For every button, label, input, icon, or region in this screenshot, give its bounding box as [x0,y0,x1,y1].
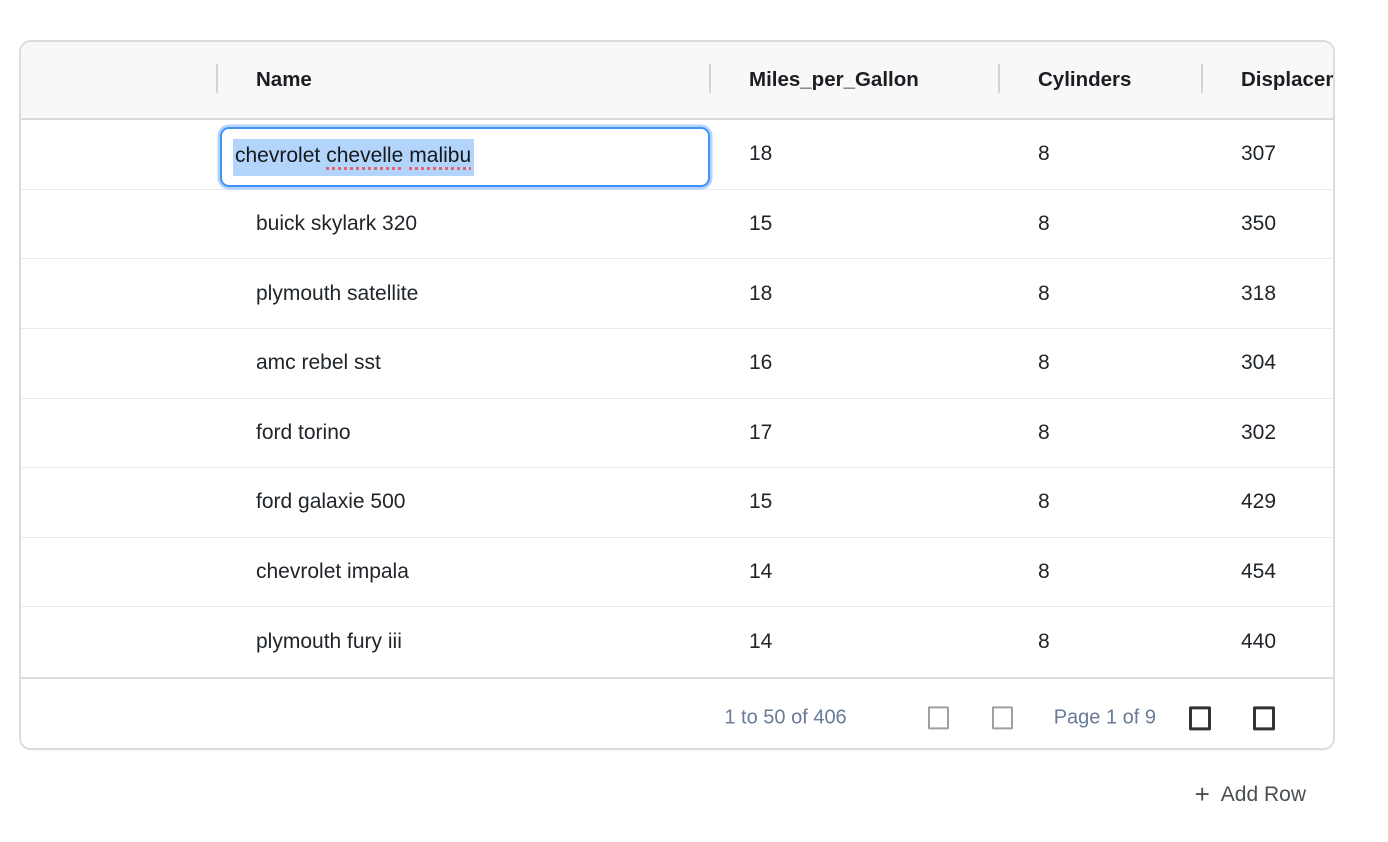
mpg-cell[interactable]: 15 [749,211,773,235]
cylinders-cell[interactable]: 8 [1038,490,1050,514]
header-cell-displacement[interactable]: Displacement [1201,42,1333,118]
table-row: buick skylark 320 15 8 350 [21,189,1333,260]
displacement-cell[interactable]: 350 [1241,211,1277,235]
table-row: plymouth satellite 18 8 318 [21,259,1333,329]
name-cell[interactable]: chevrolet impala [256,560,409,584]
name-cell[interactable]: plymouth satellite [256,281,419,305]
spacer-cell [21,190,217,259]
plus-icon: + [1194,778,1210,809]
column-separator [709,63,711,93]
table-row: chevrolet chevelle malibu 18 8 307 [21,120,1333,190]
name-cell[interactable]: plymouth fury iii [256,630,402,654]
page-summary: Page 1 of 9 [1053,706,1156,729]
displacement-cell[interactable]: 318 [1241,281,1277,305]
cylinders-cell[interactable]: 8 [1038,420,1050,444]
cell-editor-input[interactable]: chevrolet chevelle malibu [220,127,710,187]
grid-footer: 1 to 50 of 406 Page 1 of 9 [21,677,1333,748]
header-label-name: Name [256,68,312,91]
displacement-cell[interactable]: 302 [1241,420,1277,444]
grid-body: chevrolet chevelle malibu 18 8 307 buick s… [21,120,1333,677]
name-cell[interactable]: amc rebel sst [256,351,381,375]
cylinders-cell[interactable]: 8 [1038,560,1050,584]
selected-text: chevrolet chevelle malibu [233,138,475,176]
mpg-cell[interactable]: 14 [749,560,773,584]
table-row: ford torino 17 8 302 [21,398,1333,469]
header-cell-cylinders[interactable]: Cylinders [998,42,1202,118]
add-row-label: Add Row [1220,783,1306,806]
mpg-cell[interactable]: 18 [749,281,773,305]
column-separator [216,63,218,93]
column-separator [998,63,1000,93]
spacer-cell [21,607,217,677]
column-separator [1201,63,1203,93]
cylinders-cell[interactable]: 8 [1038,142,1050,166]
displacement-cell[interactable]: 454 [1241,560,1277,584]
mpg-cell[interactable]: 18 [749,142,773,166]
data-grid: Name Miles_per_Gallon Cylinders Displace… [19,40,1335,750]
header-cell-miles-per-gallon[interactable]: Miles_per_Gallon [709,42,999,118]
first-page-icon[interactable] [927,706,949,730]
mpg-cell[interactable]: 17 [749,420,773,444]
mpg-cell[interactable]: 14 [749,630,773,654]
name-cell[interactable]: ford torino [256,420,351,444]
displacement-cell[interactable]: 429 [1241,490,1277,514]
spacer-cell [21,259,217,328]
name-cell-editing[interactable]: chevrolet chevelle malibu [217,120,710,189]
cylinders-cell[interactable]: 8 [1038,211,1050,235]
cylinders-cell[interactable]: 8 [1038,281,1050,305]
mpg-cell[interactable]: 16 [749,351,773,375]
previous-page-icon[interactable] [991,706,1013,730]
cylinders-cell[interactable]: 8 [1038,351,1050,375]
next-page-icon[interactable] [1189,705,1211,730]
spacer-cell [21,538,217,607]
table-row: plymouth fury iii 14 8 440 [21,607,1333,677]
header-label-cylinders: Cylinders [1038,68,1132,91]
add-row-button[interactable]: + Add Row [1194,778,1306,809]
spacer-cell [21,399,217,468]
last-page-icon[interactable] [1253,705,1275,730]
name-cell[interactable]: ford galaxie 500 [256,490,406,514]
spacer-cell [21,468,217,537]
table-row: ford galaxie 500 15 8 429 [21,468,1333,538]
cylinders-cell[interactable]: 8 [1038,630,1050,654]
spacer-cell [21,120,217,189]
table-row: amc rebel sst 16 8 304 [21,328,1333,399]
header-cell-spacer [21,42,217,118]
mpg-cell[interactable]: 15 [749,490,773,514]
grid-header: Name Miles_per_Gallon Cylinders Displace… [21,42,1333,120]
displacement-cell[interactable]: 307 [1241,142,1277,166]
name-cell[interactable]: buick skylark 320 [256,211,418,235]
header-cell-name[interactable]: Name [216,42,710,118]
header-label-displacement: Displacement [1241,68,1333,91]
header-label-miles-per-gallon: Miles_per_Gallon [749,68,919,91]
row-range-summary: 1 to 50 of 406 [724,706,847,729]
table-row: chevrolet impala 14 8 454 [21,537,1333,608]
displacement-cell[interactable]: 304 [1241,351,1277,375]
pagination-bar: 1 to 50 of 406 Page 1 of 9 [724,705,1275,730]
displacement-cell[interactable]: 440 [1241,630,1277,654]
spacer-cell [21,329,217,398]
